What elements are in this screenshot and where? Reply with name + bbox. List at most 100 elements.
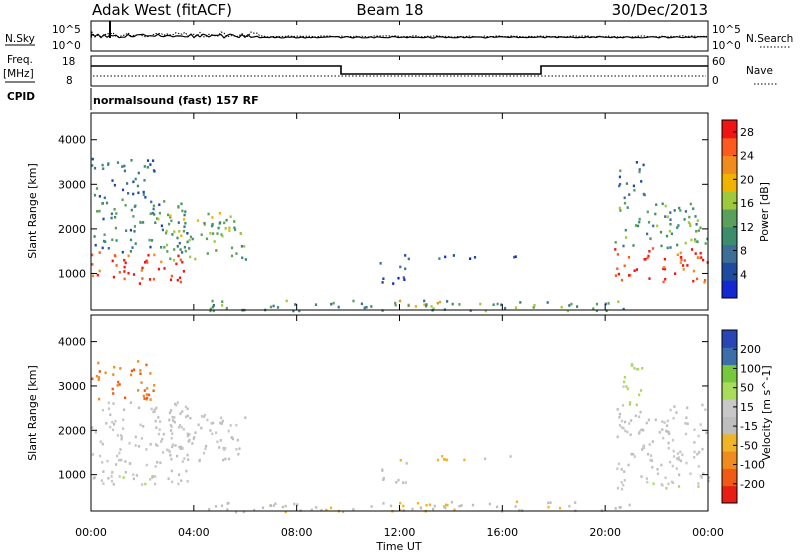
- scatter-cell: [116, 454, 119, 458]
- scatter-cell: [707, 476, 710, 479]
- scatter-cell: [444, 458, 447, 461]
- scatter-cell: [547, 501, 550, 505]
- scatter-cell: [98, 397, 101, 401]
- scatter-cell: [233, 226, 236, 230]
- scatter-cell: [168, 418, 171, 422]
- scatter-cell: [176, 245, 179, 248]
- scatter-cell: [669, 460, 672, 464]
- scatter-cell: [132, 192, 135, 196]
- scatter-cell: [102, 217, 105, 221]
- scatter-cell: [177, 254, 180, 258]
- scatter-cell: [677, 224, 680, 227]
- scatter-cell: [170, 219, 173, 223]
- scatter-cell: [170, 457, 173, 461]
- scatter-cell: [460, 504, 463, 507]
- scatter-cell: [159, 420, 162, 423]
- scatter-cell: [381, 281, 384, 284]
- scatter-cell: [488, 502, 491, 506]
- colorbar-swatch: [722, 381, 737, 400]
- scatter-cell: [504, 307, 507, 310]
- scatter-cell: [192, 437, 195, 441]
- scatter-cell: [219, 221, 222, 224]
- scatter-cell: [154, 465, 157, 468]
- scatter-cell: [114, 215, 117, 219]
- scatter-cell: [97, 378, 100, 381]
- scatter-cell: [473, 256, 477, 259]
- xaxis-label: Time UT: [375, 540, 421, 553]
- scatter-cell: [177, 221, 180, 224]
- scatter-cell: [693, 428, 696, 431]
- scatter-cell: [444, 255, 447, 259]
- scatter-cell: [151, 475, 154, 478]
- scatter-cell: [205, 444, 208, 448]
- scatter-cell: [705, 431, 708, 435]
- scatter-cell: [392, 282, 395, 285]
- nsky-trace: [90, 33, 708, 39]
- scatter-cell: [91, 453, 95, 456]
- scatter-cell: [193, 436, 196, 439]
- scatter-cell: [365, 306, 368, 309]
- scatter-cell: [398, 299, 402, 303]
- scatter-cell: [638, 170, 641, 174]
- scatter-cell: [101, 442, 104, 446]
- scatter-cell: [622, 307, 625, 311]
- scatter-cell: [558, 506, 562, 510]
- scatter-cell: [169, 453, 172, 457]
- scatter-cell: [184, 249, 187, 253]
- scatter-cell: [404, 267, 407, 271]
- scatter-cell: [622, 244, 625, 248]
- scatter-cell: [218, 212, 221, 215]
- scatter-cell: [662, 267, 665, 271]
- scatter-cell: [156, 461, 159, 464]
- scatter-cell: [639, 389, 643, 392]
- scatter-cell: [614, 274, 617, 277]
- scatter-cell: [628, 193, 631, 196]
- scatter-cell: [446, 300, 449, 303]
- scatter-cell: [150, 239, 154, 242]
- scatter-cell: [627, 256, 631, 259]
- scatter-cell: [243, 245, 246, 248]
- scatter-cell: [285, 299, 288, 303]
- scatter-cell: [664, 277, 667, 281]
- scatter-cell: [186, 453, 189, 457]
- scatter-cell: [623, 470, 626, 473]
- scatter-cell: [352, 299, 355, 303]
- scatter-cell: [679, 261, 682, 264]
- scatter-cell: [165, 231, 168, 235]
- colorbar-tick-label: 16: [740, 197, 754, 210]
- scatter-cell: [620, 468, 623, 471]
- scatter-cell: [238, 447, 241, 450]
- scatter-cell: [649, 458, 652, 462]
- scatter-cell: [690, 238, 693, 242]
- scatter-cell: [664, 476, 667, 479]
- scatter-cell: [632, 184, 635, 188]
- scatter-cell: [403, 278, 406, 281]
- scatter-cell: [139, 220, 142, 224]
- scatter-cell: [149, 398, 152, 401]
- scatter-cell: [623, 380, 626, 384]
- scatter-cell: [173, 248, 176, 251]
- scatter-cell: [119, 367, 122, 370]
- scatter-cell: [116, 384, 119, 387]
- scatter-cell: [696, 219, 699, 222]
- scatter-cell: [104, 240, 107, 243]
- scatter-cell: [638, 430, 641, 433]
- scatter-cell: [620, 487, 624, 491]
- scatter-cell: [101, 246, 104, 250]
- scatter-cell: [228, 229, 231, 232]
- scatter-cell: [621, 419, 624, 423]
- scatter-cell: [181, 410, 184, 413]
- y-tick-label: 3000: [58, 380, 86, 393]
- scatter-cell: [395, 481, 398, 484]
- scatter-cell: [166, 448, 169, 452]
- scatter-cell: [702, 472, 705, 475]
- scatter-cell: [180, 426, 183, 429]
- scatter-cell: [616, 408, 619, 411]
- scatter-cell: [619, 169, 622, 173]
- colorbar-swatch: [722, 120, 737, 139]
- scatter-cell: [352, 508, 355, 511]
- scatter-cell: [100, 479, 103, 482]
- scatter-cell: [179, 280, 182, 284]
- scatter-cell: [296, 503, 299, 506]
- scatter-cell: [616, 435, 619, 439]
